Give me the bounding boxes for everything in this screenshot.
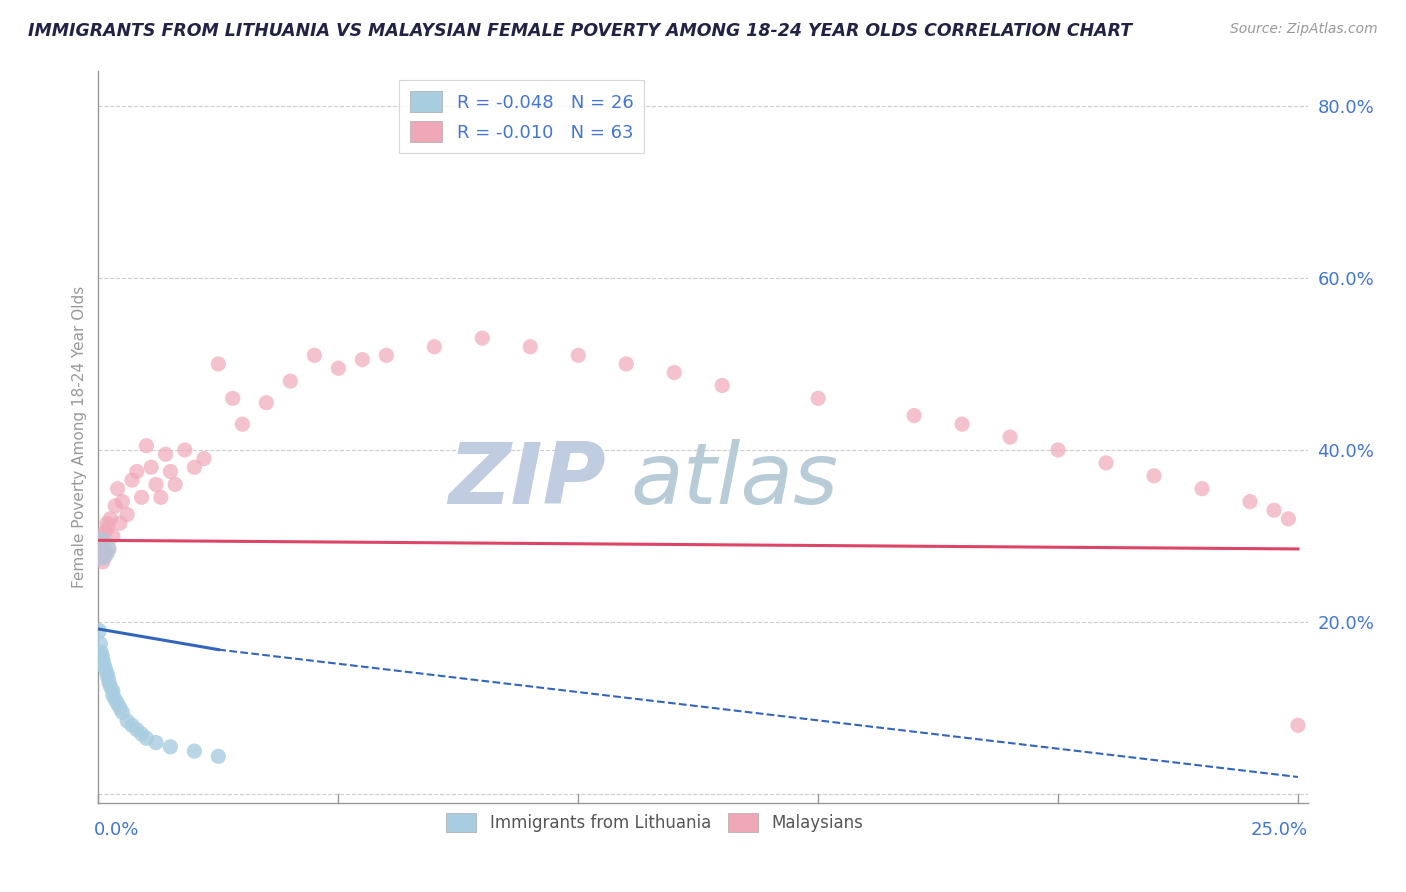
Point — [135, 731, 157, 746]
Point — [328, 361, 350, 376]
Point — [104, 499, 127, 513]
Point — [87, 541, 110, 556]
Text: ZIP: ZIP — [449, 440, 606, 523]
Point — [104, 692, 127, 706]
Point — [89, 529, 111, 543]
Point — [100, 680, 122, 694]
Point — [90, 550, 112, 565]
Point — [193, 451, 215, 466]
Point — [280, 374, 302, 388]
Point — [115, 714, 138, 728]
Point — [149, 491, 172, 505]
Point — [471, 331, 494, 345]
Point — [1047, 442, 1070, 457]
Point — [807, 392, 830, 406]
Point — [165, 477, 187, 491]
Text: Source: ZipAtlas.com: Source: ZipAtlas.com — [1230, 22, 1378, 37]
Point — [1263, 503, 1285, 517]
Point — [998, 430, 1021, 444]
Point — [91, 555, 114, 569]
Point — [254, 395, 277, 409]
Point — [125, 723, 148, 737]
Point — [131, 491, 153, 505]
Text: 0.0%: 0.0% — [94, 821, 139, 839]
Point — [1277, 512, 1299, 526]
Point — [375, 348, 398, 362]
Point — [711, 378, 734, 392]
Point — [231, 417, 253, 432]
Legend: Immigrants from Lithuania, Malaysians: Immigrants from Lithuania, Malaysians — [436, 803, 873, 842]
Point — [121, 473, 143, 487]
Point — [91, 541, 114, 556]
Point — [90, 538, 112, 552]
Point — [183, 744, 205, 758]
Point — [125, 465, 148, 479]
Point — [94, 662, 117, 676]
Point — [91, 654, 114, 668]
Point — [111, 494, 134, 508]
Point — [145, 735, 167, 749]
Point — [664, 366, 686, 380]
Point — [98, 675, 121, 690]
Point — [108, 516, 131, 530]
Point — [89, 541, 111, 556]
Point — [96, 516, 118, 530]
Point — [903, 409, 925, 423]
Point — [207, 749, 229, 764]
Point — [115, 508, 138, 522]
Point — [141, 460, 163, 475]
Point — [93, 550, 115, 565]
Text: IMMIGRANTS FROM LITHUANIA VS MALAYSIAN FEMALE POVERTY AMONG 18-24 YEAR OLDS CORR: IMMIGRANTS FROM LITHUANIA VS MALAYSIAN F… — [28, 22, 1132, 40]
Point — [121, 718, 143, 732]
Point — [423, 340, 446, 354]
Point — [950, 417, 973, 432]
Point — [93, 658, 115, 673]
Point — [101, 684, 124, 698]
Point — [97, 520, 120, 534]
Point — [89, 533, 111, 548]
Point — [519, 340, 541, 354]
Point — [98, 541, 121, 556]
Point — [1095, 456, 1118, 470]
Point — [107, 697, 129, 711]
Text: 25.0%: 25.0% — [1250, 821, 1308, 839]
Point — [107, 482, 129, 496]
Point — [183, 460, 205, 475]
Point — [145, 477, 167, 491]
Point — [1191, 482, 1213, 496]
Point — [222, 392, 245, 406]
Point — [101, 688, 124, 702]
Point — [100, 512, 122, 526]
Point — [90, 645, 112, 659]
Point — [1143, 468, 1166, 483]
Point — [159, 465, 181, 479]
Point — [101, 529, 124, 543]
Point — [91, 649, 114, 664]
Text: atlas: atlas — [630, 440, 838, 523]
Point — [135, 439, 157, 453]
Point — [89, 624, 111, 638]
Point — [1286, 718, 1309, 732]
Point — [207, 357, 229, 371]
Point — [173, 442, 195, 457]
Point — [94, 524, 117, 539]
Point — [90, 546, 112, 560]
Point — [111, 706, 134, 720]
Point — [159, 739, 181, 754]
Point — [352, 352, 374, 367]
Point — [155, 447, 177, 461]
Point — [94, 546, 117, 560]
Point — [1239, 494, 1261, 508]
Point — [96, 666, 118, 681]
Point — [89, 637, 111, 651]
Point — [304, 348, 326, 362]
Y-axis label: Female Poverty Among 18-24 Year Olds: Female Poverty Among 18-24 Year Olds — [72, 286, 87, 588]
Point — [131, 727, 153, 741]
Point — [614, 357, 637, 371]
Point — [97, 671, 120, 685]
Point — [91, 533, 114, 548]
Point — [108, 701, 131, 715]
Point — [567, 348, 589, 362]
